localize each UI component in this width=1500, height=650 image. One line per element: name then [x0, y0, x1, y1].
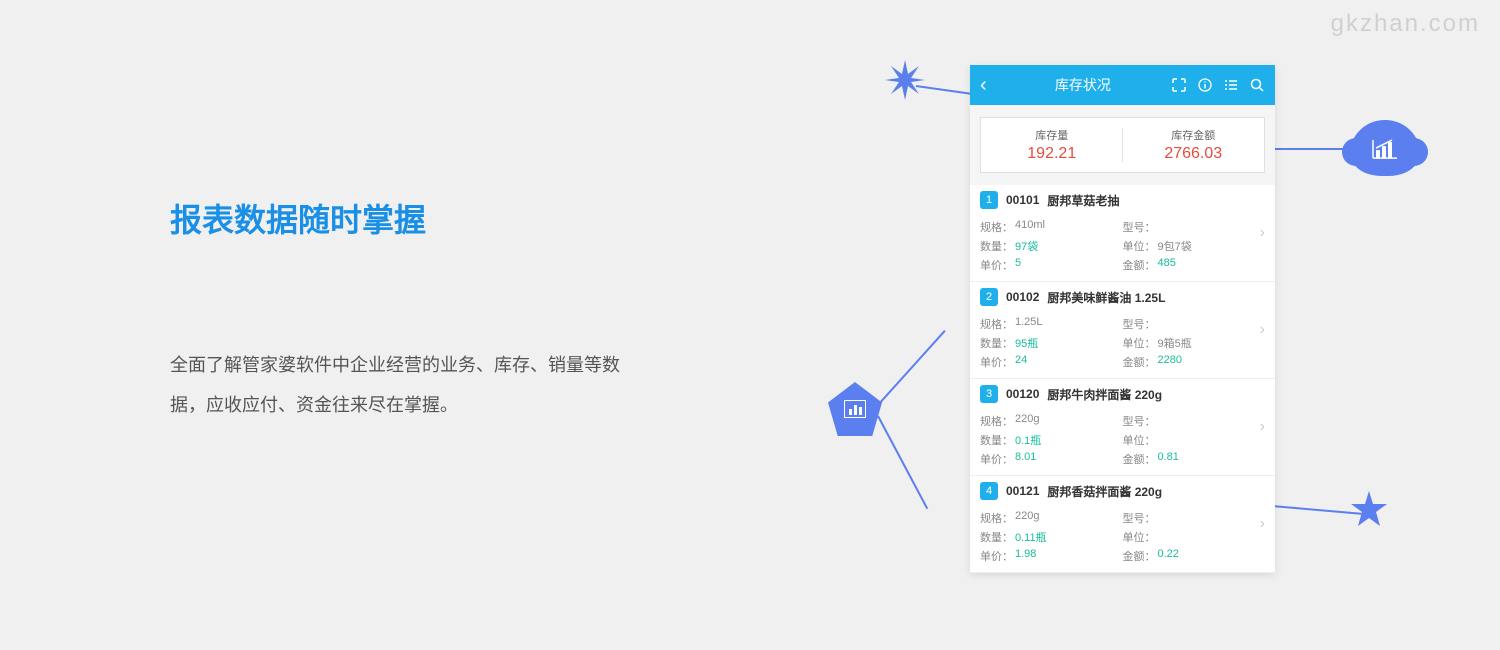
- qty-value: 95瓶: [1015, 335, 1038, 351]
- inventory-item[interactable]: 2 00102 厨邦美味鲜酱油 1.25L 规格：1.25L 型号： 数量：95…: [970, 282, 1275, 379]
- item-code: 00101: [1006, 193, 1039, 207]
- model-label: 型号：: [1123, 316, 1156, 332]
- spec-label: 规格：: [980, 413, 1013, 429]
- price-label: 单价：: [980, 548, 1013, 564]
- price-value: 1.98: [1015, 548, 1036, 564]
- promo-text-section: 报表数据随时掌握 全面了解管家婆软件中企业经营的业务、库存、销量等数据，应收应付…: [170, 195, 630, 425]
- amount-label: 金额：: [1123, 451, 1156, 467]
- item-header: 4 00121 厨邦香菇拌面酱 220g: [970, 476, 1275, 506]
- inventory-list: 1 00101 厨邦草菇老抽 规格：410ml 型号： 数量：97袋 单位：9包…: [970, 185, 1275, 573]
- qty-value: 97袋: [1015, 238, 1038, 254]
- spec-value: 220g: [1015, 413, 1039, 429]
- inventory-item[interactable]: 4 00121 厨邦香菇拌面酱 220g 规格：220g 型号： 数量：0.11…: [970, 476, 1275, 573]
- item-details: 规格：1.25L 型号： 数量：95瓶 单位：9箱5瓶 单价：24 金额：228…: [970, 312, 1275, 378]
- price-label: 单价：: [980, 354, 1013, 370]
- amount-label: 金额：: [1123, 548, 1156, 564]
- amount-value: 485: [1158, 257, 1176, 273]
- star-icon: [1350, 490, 1388, 533]
- unit-value: 9箱5瓶: [1158, 335, 1192, 351]
- price-label: 单价：: [980, 451, 1013, 467]
- list-icon[interactable]: [1223, 77, 1239, 93]
- info-icon[interactable]: [1197, 77, 1213, 93]
- item-code: 00102: [1006, 290, 1039, 304]
- header-actions: [1171, 77, 1265, 93]
- summary-stock[interactable]: 库存量 192.21: [981, 118, 1123, 172]
- unit-label: 单位：: [1123, 432, 1156, 448]
- amount-label: 金额：: [1123, 257, 1156, 273]
- item-name: 厨邦牛肉拌面酱 220g: [1047, 386, 1162, 403]
- chevron-right-icon: ›: [1260, 321, 1265, 339]
- search-icon[interactable]: [1249, 77, 1265, 93]
- price-value: 5: [1015, 257, 1021, 273]
- item-header: 2 00102 厨邦美味鲜酱油 1.25L: [970, 282, 1275, 312]
- phone-mockup: ‹ 库存状况 库存量 192.21 库存金额 2766.0: [970, 65, 1275, 573]
- spec-value: 1.25L: [1015, 316, 1043, 332]
- chevron-right-icon: ›: [1260, 418, 1265, 436]
- amount-value: 2280: [1158, 354, 1182, 370]
- burst-star-icon: [885, 60, 925, 105]
- qty-label: 数量：: [980, 238, 1013, 254]
- item-code: 00120: [1006, 387, 1039, 401]
- scan-icon[interactable]: [1171, 77, 1187, 93]
- item-name: 厨邦香菇拌面酱 220g: [1047, 483, 1162, 500]
- unit-label: 单位：: [1123, 335, 1156, 351]
- item-details: 规格：220g 型号： 数量：0.11瓶 单位： 单价：1.98 金额：0.22: [970, 506, 1275, 572]
- spec-label: 规格：: [980, 316, 1013, 332]
- page-title: 库存状况: [995, 75, 1171, 95]
- inventory-item[interactable]: 3 00120 厨邦牛肉拌面酱 220g 规格：220g 型号： 数量：0.1瓶…: [970, 379, 1275, 476]
- pentagon-chart-icon: [828, 382, 882, 436]
- chevron-right-icon: ›: [1260, 515, 1265, 533]
- item-header: 1 00101 厨邦草菇老抽: [970, 185, 1275, 215]
- amount-value: 0.81: [1158, 451, 1179, 467]
- amount-label: 金额：: [1123, 354, 1156, 370]
- spec-value: 410ml: [1015, 219, 1045, 235]
- cloud-chart-icon: [1350, 120, 1420, 176]
- price-value: 8.01: [1015, 451, 1036, 467]
- spec-label: 规格：: [980, 219, 1013, 235]
- summary-card: 库存量 192.21 库存金额 2766.03: [980, 117, 1265, 173]
- price-value: 24: [1015, 354, 1027, 370]
- connector-line: [877, 416, 928, 510]
- promo-description: 全面了解管家婆软件中企业经营的业务、库存、销量等数据，应收应付、资金往来尽在掌握…: [170, 346, 630, 425]
- qty-label: 数量：: [980, 432, 1013, 448]
- qty-label: 数量：: [980, 335, 1013, 351]
- qty-label: 数量：: [980, 529, 1013, 545]
- unit-value: 9包7袋: [1158, 238, 1192, 254]
- back-icon[interactable]: ‹: [980, 74, 987, 97]
- price-label: 单价：: [980, 257, 1013, 273]
- spec-label: 规格：: [980, 510, 1013, 526]
- item-name: 厨邦美味鲜酱油 1.25L: [1047, 289, 1165, 306]
- promo-heading: 报表数据随时掌握: [170, 195, 630, 241]
- model-label: 型号：: [1123, 413, 1156, 429]
- item-number-badge: 2: [980, 288, 998, 306]
- item-header: 3 00120 厨邦牛肉拌面酱 220g: [970, 379, 1275, 409]
- chevron-right-icon: ›: [1260, 224, 1265, 242]
- connector-line: [877, 330, 945, 406]
- item-number-badge: 4: [980, 482, 998, 500]
- qty-value: 0.11瓶: [1015, 529, 1047, 545]
- stock-label: 库存量: [1035, 127, 1068, 143]
- amount-value: 2766.03: [1164, 145, 1222, 163]
- qty-value: 0.1瓶: [1015, 432, 1041, 448]
- amount-value: 0.22: [1158, 548, 1179, 564]
- item-name: 厨邦草菇老抽: [1047, 192, 1119, 209]
- model-label: 型号：: [1123, 510, 1156, 526]
- item-details: 规格：410ml 型号： 数量：97袋 单位：9包7袋 单价：5 金额：485: [970, 215, 1275, 281]
- item-number-badge: 1: [980, 191, 998, 209]
- item-code: 00121: [1006, 484, 1039, 498]
- model-label: 型号：: [1123, 219, 1156, 235]
- inventory-item[interactable]: 1 00101 厨邦草菇老抽 规格：410ml 型号： 数量：97袋 单位：9包…: [970, 185, 1275, 282]
- item-details: 规格：220g 型号： 数量：0.1瓶 单位： 单价：8.01 金额：0.81: [970, 409, 1275, 475]
- summary-amount[interactable]: 库存金额 2766.03: [1123, 118, 1265, 172]
- unit-label: 单位：: [1123, 529, 1156, 545]
- summary-section: 库存量 192.21 库存金额 2766.03: [970, 105, 1275, 185]
- watermark-text: gkzhan.com: [1331, 10, 1480, 38]
- item-number-badge: 3: [980, 385, 998, 403]
- stock-value: 192.21: [1027, 145, 1076, 163]
- spec-value: 220g: [1015, 510, 1039, 526]
- unit-label: 单位：: [1123, 238, 1156, 254]
- app-header: ‹ 库存状况: [970, 65, 1275, 105]
- amount-label: 库存金额: [1171, 127, 1215, 143]
